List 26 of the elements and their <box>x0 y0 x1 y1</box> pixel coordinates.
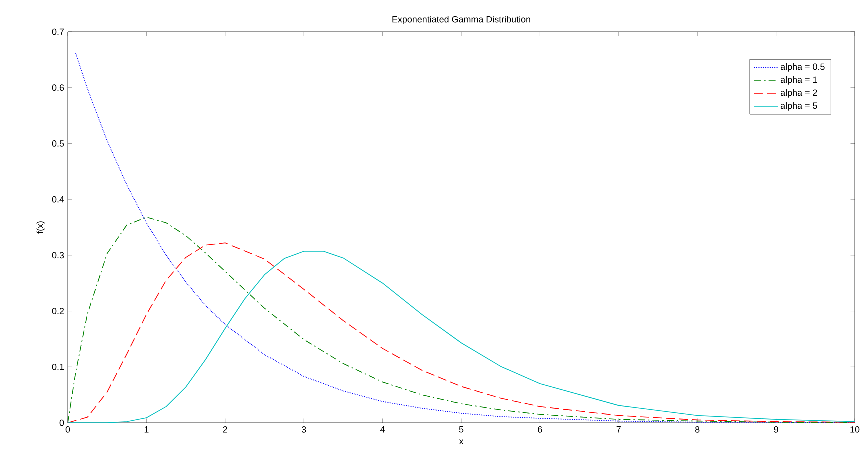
x-axis-title: x <box>459 440 464 444</box>
x-tick-label: 1 <box>144 426 149 433</box>
legend-label: alpha = 2 <box>780 90 818 98</box>
legend-label: alpha = 5 <box>780 102 818 111</box>
x-tick-label: 3 <box>302 426 306 433</box>
y-tick-label: 0.2 <box>52 308 64 314</box>
x-tick-label: 10 <box>850 426 860 433</box>
y-tick-label: 0.4 <box>52 196 64 203</box>
x-tick-label: 5 <box>459 426 464 433</box>
x-tick-label: 2 <box>223 426 228 433</box>
legend-label: alpha = 0.5 <box>780 64 825 72</box>
chart-title: Exponentiated Gamma Distribution <box>392 16 530 24</box>
legend-label: alpha = 1 <box>780 76 818 85</box>
y-tick-label: 0.6 <box>52 84 64 92</box>
x-tick-label: 6 <box>538 426 542 433</box>
x-tick-label: 8 <box>696 426 700 433</box>
x-tick-label: 9 <box>774 426 778 433</box>
y-tick-label: 0.5 <box>52 140 64 147</box>
y-axis-title: f(x) <box>36 222 46 234</box>
y-tick-label: 0.1 <box>52 364 64 370</box>
y-tick-label: 0.3 <box>52 252 64 259</box>
y-tick-label: 0 <box>60 420 64 426</box>
x-tick-label: 0 <box>66 426 70 433</box>
x-tick-label: 7 <box>616 426 621 433</box>
y-tick-label: 0.7 <box>52 28 64 36</box>
x-tick-label: 4 <box>380 426 386 433</box>
